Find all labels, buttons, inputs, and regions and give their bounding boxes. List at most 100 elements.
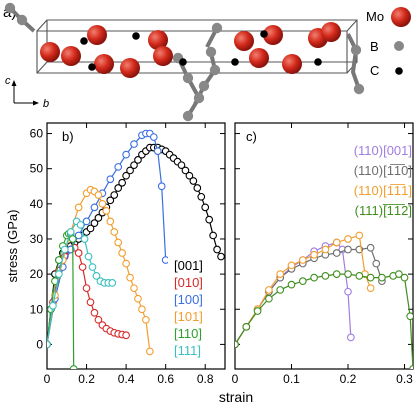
legend-b-atom bbox=[394, 41, 404, 51]
data-point bbox=[153, 147, 162, 155]
data-point bbox=[90, 203, 99, 212]
data-point bbox=[130, 161, 138, 170]
data-point bbox=[235, 340, 239, 349]
legend-b-entry: [100] bbox=[174, 292, 203, 307]
data-point bbox=[90, 219, 99, 228]
x-tick-label: 0 bbox=[232, 372, 239, 386]
data-point bbox=[344, 287, 352, 296]
x-tick-label: 0.3 bbox=[396, 372, 413, 386]
data-point bbox=[344, 235, 352, 243]
data-point bbox=[332, 249, 341, 257]
data-point bbox=[74, 249, 83, 257]
legend-b-label: B bbox=[370, 39, 379, 54]
data-point bbox=[110, 228, 119, 236]
data-point bbox=[106, 217, 115, 226]
data-point bbox=[145, 347, 154, 356]
data-point bbox=[98, 199, 107, 208]
crystal-axes: c b bbox=[5, 75, 49, 110]
data-point bbox=[332, 270, 341, 278]
data-point bbox=[298, 277, 307, 285]
y-tick-label: 60 bbox=[30, 127, 44, 141]
y-tick-label: 10 bbox=[30, 302, 44, 316]
legend-b-entry: [111] bbox=[174, 343, 201, 358]
legend-c-entry: (111)[̅1̅1̅2] bbox=[355, 203, 412, 218]
legend-c-atom bbox=[395, 67, 403, 75]
data-point bbox=[74, 203, 83, 212]
y-tick-label: 40 bbox=[30, 197, 44, 211]
data-point bbox=[378, 273, 386, 282]
data-point bbox=[209, 231, 217, 240]
data-point bbox=[86, 224, 95, 233]
data-point bbox=[177, 161, 186, 170]
data-point bbox=[197, 192, 206, 201]
data-point bbox=[213, 245, 221, 254]
data-point bbox=[355, 272, 364, 280]
data-point bbox=[138, 305, 146, 314]
y-tick-label: 20 bbox=[30, 267, 44, 281]
data-point bbox=[276, 286, 285, 294]
data-point bbox=[94, 214, 103, 222]
x-tick-label: 0.6 bbox=[157, 372, 174, 386]
axis-b-label: b bbox=[43, 98, 49, 110]
data-point bbox=[60, 245, 69, 254]
legend-mo-label: Mo bbox=[366, 9, 384, 24]
data-point bbox=[49, 301, 57, 310]
y-axis-label: stress (GPa) bbox=[5, 210, 20, 283]
legend-b-entry: [110] bbox=[174, 326, 202, 341]
data-point bbox=[181, 166, 190, 175]
data-point bbox=[106, 196, 115, 205]
data-point bbox=[92, 272, 101, 280]
panel-b-x-ticks: 0 0.2 0.4 0.6 0.8 bbox=[44, 123, 214, 386]
data-point bbox=[47, 340, 51, 349]
series-line-(110)[001] bbox=[235, 241, 352, 345]
data-point bbox=[78, 263, 87, 271]
panel-c-legend: (110)[001] (110)[1̅1̅0] (110)[1̅1̅1] (111)[… bbox=[354, 143, 412, 218]
x-tick-label: 0.2 bbox=[78, 372, 95, 386]
data-point bbox=[142, 315, 150, 324]
data-point bbox=[108, 279, 117, 287]
data-point bbox=[310, 250, 318, 259]
data-point bbox=[118, 178, 127, 187]
x-tick-label: 0.1 bbox=[283, 372, 300, 386]
y-tick-label: 50 bbox=[30, 162, 44, 176]
data-point bbox=[118, 249, 127, 257]
crystal-structure-panel: a) bbox=[3, 2, 411, 122]
data-point bbox=[189, 177, 198, 185]
data-point bbox=[134, 294, 142, 303]
data-point bbox=[86, 298, 95, 307]
data-point bbox=[122, 331, 130, 340]
data-point bbox=[395, 270, 403, 278]
data-point bbox=[114, 238, 123, 247]
panel-b-label: b) bbox=[62, 129, 74, 144]
data-point bbox=[409, 365, 413, 369]
data-point bbox=[185, 171, 194, 180]
data-point bbox=[276, 270, 285, 278]
panel-b-series bbox=[47, 129, 225, 369]
data-point bbox=[344, 245, 352, 254]
panel-c-y-ticks bbox=[235, 133, 413, 345]
legend-c-entry: (110)[001] bbox=[354, 143, 412, 158]
legend-c-label: C bbox=[370, 63, 379, 78]
data-point bbox=[80, 235, 89, 243]
series-line-(111)[-1-12] bbox=[235, 273, 413, 369]
data-point bbox=[74, 231, 83, 240]
data-point bbox=[134, 156, 142, 164]
data-point bbox=[122, 259, 130, 268]
legend-c-entry: (110)[1̅1̅0] bbox=[354, 163, 412, 178]
data-point bbox=[265, 294, 273, 303]
data-point bbox=[122, 171, 130, 180]
data-point bbox=[287, 261, 296, 270]
data-point bbox=[321, 272, 330, 280]
series-line-[100] bbox=[47, 132, 167, 345]
data-point bbox=[355, 231, 364, 240]
data-point bbox=[102, 207, 111, 215]
panel-b-y-ticks: 0 10 20 30 40 50 60 bbox=[30, 127, 225, 351]
data-point bbox=[126, 166, 134, 175]
data-point bbox=[366, 243, 375, 252]
data-point bbox=[149, 133, 158, 141]
boron-atoms bbox=[4, 2, 365, 122]
data-point bbox=[217, 252, 225, 261]
data-point bbox=[94, 191, 103, 199]
data-point bbox=[82, 217, 91, 226]
